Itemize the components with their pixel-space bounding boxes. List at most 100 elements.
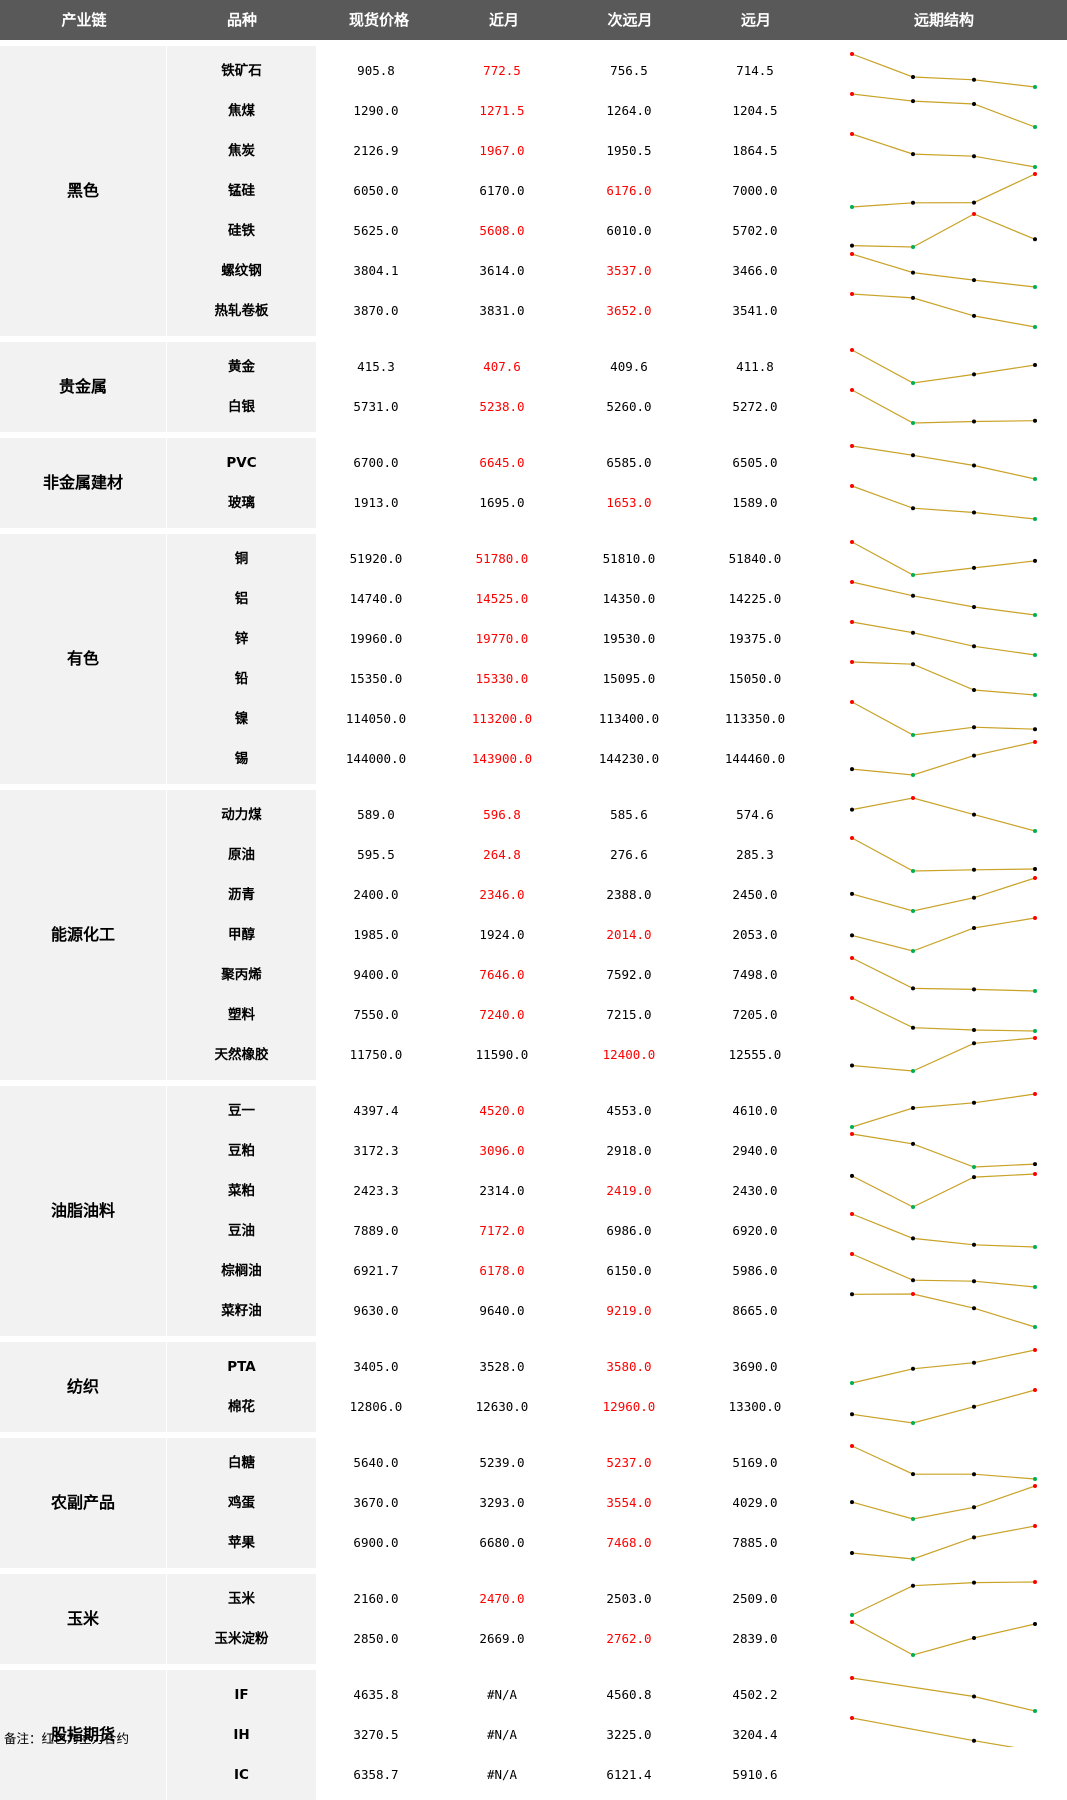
near-month-cell: 1695.0 [479,495,525,510]
sparkline-point [1033,325,1037,329]
sparkline-point [850,996,854,1000]
sparkline-point [850,933,854,938]
sparkline [851,797,1036,832]
sparkline-point [911,796,915,800]
sparkline-point [911,869,915,873]
product-name: 白糖 [228,1455,255,1471]
far-month-cell: 7885.0 [732,1535,778,1550]
spot-price-cell: 2423.3 [353,1183,399,1198]
next-month-cell: 1264.0 [606,103,652,118]
product-name: 白银 [228,399,255,415]
sparkline-point [911,1069,915,1073]
sparkline-point [1033,1092,1037,1096]
sparkline [851,1389,1036,1424]
group-cell [0,1342,166,1432]
next-month-cell: 2762.0 [606,1631,652,1646]
sparkline [851,445,1036,480]
far-month-cell: 13300.0 [728,1399,782,1414]
near-month-cell: 2314.0 [479,1183,525,1198]
sparkline-point [1033,125,1037,129]
sparkline [851,1213,1036,1248]
product-name: 鸡蛋 [228,1495,255,1511]
near-month-cell: 2669.0 [479,1631,525,1646]
sparkline-point [850,660,854,664]
sparkline-point [972,1360,976,1365]
spot-price-cell: 3804.1 [353,263,399,278]
spot-price-cell: 3172.3 [353,1143,399,1158]
product-name: 豆一 [228,1103,255,1119]
product-name: 苹果 [228,1535,255,1551]
sparkline-point [911,1583,915,1588]
near-month-cell: 5239.0 [479,1455,525,1470]
sparkline-point [1033,85,1037,89]
far-month-cell: 5910.6 [732,1767,778,1782]
sparkline-point [911,75,915,79]
sparkline-point [1033,363,1037,367]
next-month-cell: 6986.0 [606,1223,652,1238]
far-month-cell: 8665.0 [732,1303,778,1318]
sparkline-point [972,1165,976,1169]
sparkline [851,53,1036,88]
sparkline [851,1037,1036,1072]
sparkline-point [850,1252,854,1256]
sparkline [851,389,1036,424]
sparkline [851,1133,1036,1168]
group-name: 贵金属 [58,377,107,396]
near-month-cell: 12630.0 [475,1399,529,1414]
sparkline-point [850,1381,854,1385]
spot-price-cell: 589.0 [357,807,395,822]
spot-price-cell: 19960.0 [349,631,403,646]
near-month-cell: 19770.0 [475,631,529,646]
next-month-cell: 5260.0 [606,399,652,414]
sparkline-point [972,1041,976,1046]
sparkline-point [972,278,976,283]
sparkline-point [850,1551,854,1555]
sparkline-point [911,1421,915,1425]
sparkline-point [850,620,854,624]
spot-price-cell: 14740.0 [349,591,403,606]
sparkline-point [850,540,854,544]
product-name: 热轧卷板 [214,303,269,319]
near-month-cell: 1924.0 [479,927,525,942]
sparkline-point [850,1613,854,1617]
sparkline [851,997,1036,1032]
near-month-cell: 3831.0 [479,303,525,318]
sparkline-point [972,1738,976,1743]
sparkline-point [911,453,915,458]
sparkline-point [911,949,915,953]
sparkline-point [850,484,854,488]
sparkline-point [972,753,976,758]
spot-price-cell: 4397.4 [353,1103,399,1118]
sparkline-point [972,102,976,106]
table-header: 产业链 品种 现货价格 近月 次远月 远月 远期结构 [0,0,1067,40]
far-month-cell: 2430.0 [732,1183,778,1198]
near-month-cell: #N/A [486,1727,518,1742]
sparkline-point [911,421,915,425]
spot-price-cell: 9400.0 [353,967,399,982]
near-month-cell: 772.5 [483,63,521,78]
group-cell [0,1574,166,1664]
sparkline [851,1445,1036,1480]
far-month-cell: 2450.0 [732,887,778,902]
near-month-cell: 2470.0 [479,1591,525,1606]
product-name: 铁矿石 [221,63,262,79]
next-month-cell: 144230.0 [598,751,660,766]
far-month-cell: 3541.0 [732,303,778,318]
sparkline [851,213,1036,248]
product-column-bg [167,46,316,336]
sparkline-point [911,1517,915,1521]
sparkline-point [1033,172,1037,176]
sparkline-point [850,1412,854,1417]
sparkline-point [1033,1029,1037,1033]
far-month-cell: 714.5 [736,63,774,78]
spot-price-cell: 11750.0 [349,1047,403,1062]
sparkline [851,661,1036,696]
spot-price-cell: 2850.0 [353,1631,399,1646]
near-month-cell: 6680.0 [479,1535,525,1550]
far-month-cell: 5272.0 [732,399,778,414]
sparkline-point [1033,1709,1037,1713]
sparkline-point [1033,867,1037,871]
sparkline-point [1033,1484,1037,1488]
sparkline-point [1033,1245,1037,1249]
group-cell [0,790,166,1080]
